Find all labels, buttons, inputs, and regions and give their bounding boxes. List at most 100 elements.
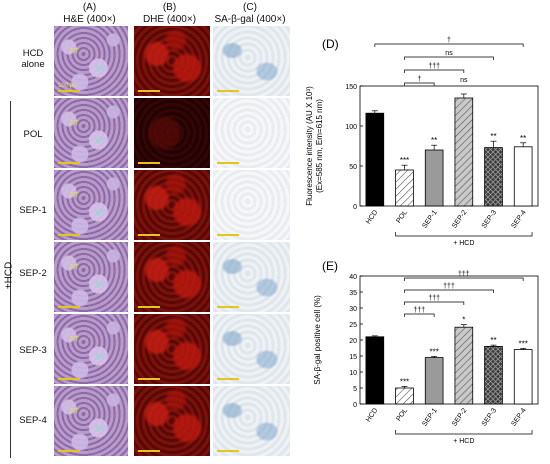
column-c-letter: (C): [243, 2, 257, 13]
row-label-sep-3: SEP-3: [19, 345, 47, 356]
scale-bar: [217, 234, 239, 236]
y-axis-label-2: (Ex=585 nm, Em=615 nm): [315, 99, 324, 193]
scale-bar: [138, 378, 160, 380]
significance-mark: ***: [518, 339, 527, 348]
bar-sep-2: [454, 326, 474, 405]
bar-hcd: [365, 112, 385, 207]
column-c-title: SA-β-gal (400×): [214, 14, 286, 25]
micrograph-he-4: PT DT: [54, 242, 128, 312]
category-label: SEP-4: [510, 407, 527, 428]
y-tick-label: 15: [349, 354, 357, 361]
y-tick-label: 50: [349, 164, 357, 171]
y-axis-label: Fluorescence intensity (AU X 10³): [305, 86, 314, 206]
dt-mark: DT: [96, 138, 106, 145]
significance-mark: **: [490, 132, 496, 141]
scale-bar: [217, 90, 239, 92]
hcd-group-label: +HCD: [3, 261, 15, 290]
plot-frame: [359, 85, 539, 207]
dt-mark: DT: [96, 282, 106, 289]
hcd-group-bracket: [395, 232, 533, 237]
row-label-sep-1: SEP-1: [19, 205, 47, 216]
micrograph-dhe-5: [134, 314, 210, 384]
dt-mark: DT: [96, 210, 106, 217]
hcd-group-label: + HCD: [453, 438, 474, 445]
pt-mark: PT: [70, 264, 79, 271]
bracket-label: †: [417, 76, 421, 83]
scale-bar: [217, 450, 239, 452]
hcd-group-label: + HCD: [453, 240, 474, 247]
category-label: POL: [395, 407, 409, 423]
bar-sep-4: [513, 349, 533, 405]
bracket-label: †††: [413, 307, 425, 314]
category-label: SEP-1: [421, 209, 438, 230]
significance-mark: **: [431, 136, 437, 145]
bar-pol: [395, 387, 414, 405]
micrograph-he-3: PT DT: [54, 170, 128, 240]
row-label-hcd-alone: HCD alone: [21, 48, 45, 70]
row-label-sep-2: SEP-2: [19, 268, 47, 279]
y-tick-label: 40: [349, 274, 357, 281]
comparison-bracket: [404, 313, 435, 317]
bar-sep-2: [454, 97, 474, 207]
chart-e-sabgal: (E) 0 5 10 15 20 25 30 35 40 SA-β-gal positive cel…: [313, 259, 539, 445]
bar-sep-1: [424, 149, 444, 207]
micrograph-he-6: PT DT: [54, 386, 128, 456]
scale-text: 100 μm: [58, 83, 79, 89]
category-label: SEP-3: [481, 209, 498, 230]
y-tick-label: 30: [349, 306, 357, 313]
y-tick-label: 0: [353, 402, 357, 409]
micrograph-dhe-3: [134, 170, 210, 240]
comparison-bracket: [404, 82, 435, 86]
comparison-bracket: [374, 43, 524, 47]
comparison-bracket: [404, 277, 524, 281]
scale-bar: [58, 450, 80, 452]
extra-label: ns: [460, 77, 468, 84]
micrograph-he-1: PT DT 100 μm: [54, 26, 128, 96]
micrograph-sabgal-4: [213, 242, 290, 312]
y-tick-label: 10: [349, 370, 357, 377]
scale-bar: [58, 378, 80, 380]
scale-bar: [138, 306, 160, 308]
scale-bar: [58, 306, 80, 308]
scale-bar: [138, 90, 160, 92]
scale-bar: [217, 378, 239, 380]
panel-letter: (E): [322, 259, 338, 273]
y-tick-label: 5: [353, 386, 357, 393]
bar-sep-1: [424, 357, 444, 405]
bar-sep-4: [513, 146, 533, 207]
bar-sep-3: [484, 346, 503, 405]
chart-d-fluorescence: (D) 0 50 100 150 Fluorescence intensity (AU X…: [305, 37, 539, 247]
scale-bar: [217, 162, 239, 164]
pt-mark: PT: [70, 336, 79, 343]
pt-mark: PT: [70, 48, 79, 55]
scale-bar: [138, 234, 160, 236]
y-tick-label: 20: [349, 338, 357, 345]
y-tick-label: 150: [345, 84, 357, 91]
dt-mark: DT: [96, 354, 106, 361]
column-a-letter: (A): [82, 2, 97, 13]
bar-sep-3: [484, 147, 503, 207]
bracket-label: †††: [428, 295, 440, 302]
bar-hcd: [365, 336, 385, 405]
hcd-group-bracket: [10, 101, 11, 458]
micrograph-sabgal-3: [213, 170, 290, 240]
comparison-bracket: [404, 301, 465, 305]
micrograph-dhe-4: [134, 242, 210, 312]
scale-bar: [138, 162, 160, 164]
dt-mark: DT: [96, 426, 106, 433]
hcd-group-bracket: [395, 430, 533, 435]
significance-mark: **: [490, 336, 496, 345]
significance-mark: **: [520, 134, 526, 143]
category-label: SEP-2: [451, 407, 468, 428]
significance-mark: ***: [400, 377, 409, 386]
category-label: HCD: [365, 407, 379, 423]
micrograph-he-5: PT DT: [54, 314, 128, 384]
plot-frame: [359, 275, 539, 405]
bracket-label: ns: [445, 50, 453, 57]
bracket-label: †: [447, 37, 451, 44]
scale-bar: [138, 450, 160, 452]
comparison-bracket: [404, 69, 465, 73]
pt-mark: PT: [70, 408, 79, 415]
y-axis-label: SA-β-gal positive cell (%): [313, 295, 322, 385]
micrograph-sabgal-5: [213, 314, 290, 384]
